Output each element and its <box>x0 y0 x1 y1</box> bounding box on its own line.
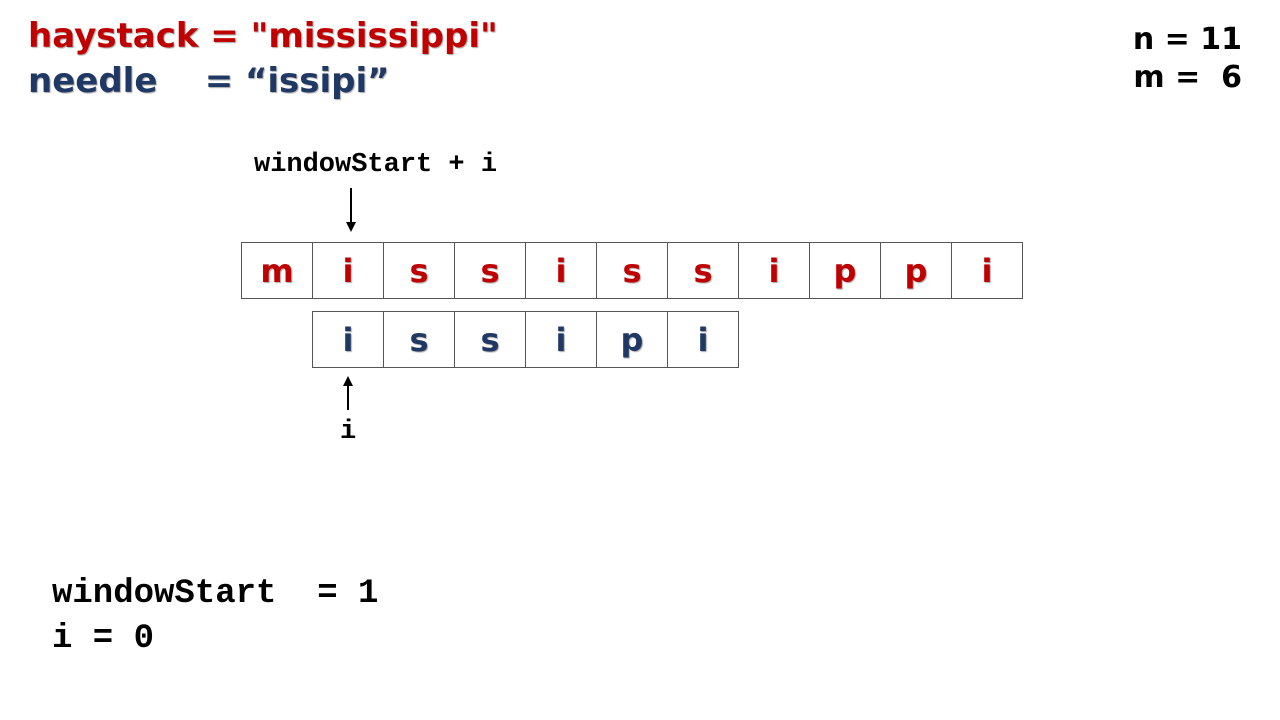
haystack-cell-10: i <box>951 242 1023 299</box>
haystack-cell-1: i <box>312 242 384 299</box>
haystack-cell-7: i <box>738 242 810 299</box>
needle-cell-5: i <box>667 311 739 368</box>
needle-cell-1: s <box>383 311 455 368</box>
needle-cell-4: p <box>596 311 668 368</box>
n-length-label: n = 11 <box>1132 22 1242 57</box>
up-arrow-icon <box>343 376 353 410</box>
haystack-cell-0: m <box>241 242 313 299</box>
window-start-value: windowStart = 1 <box>52 575 379 613</box>
needle-cell-2: s <box>454 311 526 368</box>
down-arrow-icon <box>346 188 356 232</box>
haystack-cell-6: s <box>667 242 739 299</box>
needle-cell-0: i <box>312 311 384 368</box>
needle-pointer-label: i <box>340 417 357 447</box>
window-pointer-label: windowStart + i <box>254 150 498 180</box>
haystack-array: m i s s i s s i p p i <box>241 242 1023 299</box>
haystack-cell-8: p <box>809 242 881 299</box>
haystack-cell-3: s <box>454 242 526 299</box>
haystack-cell-9: p <box>880 242 952 299</box>
m-length-label: m = 6 <box>1133 60 1242 95</box>
needle-declaration: needle = “issipi” <box>28 61 390 101</box>
needle-cell-3: i <box>525 311 597 368</box>
i-value: i = 0 <box>52 620 155 658</box>
haystack-cell-5: s <box>596 242 668 299</box>
haystack-cell-2: s <box>383 242 455 299</box>
haystack-cell-4: i <box>525 242 597 299</box>
needle-array: i s s i p i <box>312 311 739 368</box>
haystack-declaration: haystack = "mississippi" <box>28 16 498 56</box>
